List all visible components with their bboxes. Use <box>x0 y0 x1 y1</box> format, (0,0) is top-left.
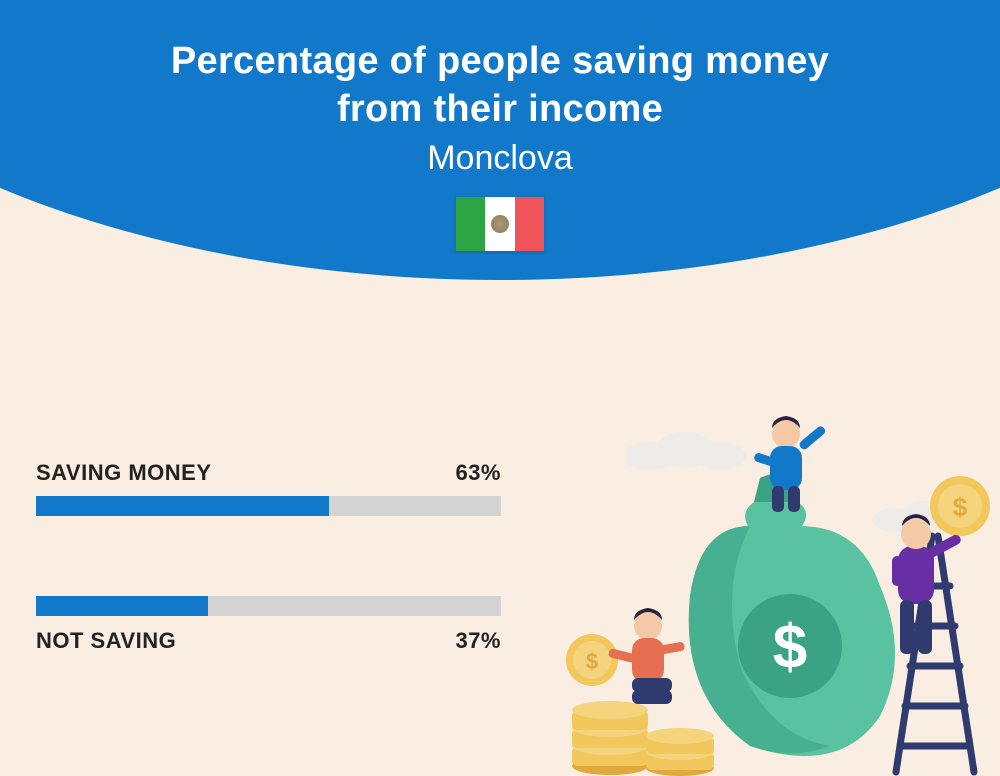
bar-chart: SAVING MONEY 63% NOT SAVING 37% <box>36 460 501 734</box>
header: Percentage of people saving money from t… <box>0 38 1000 252</box>
bar-value: 63% <box>455 460 501 486</box>
coin-stack-icon <box>646 728 714 776</box>
bar-value: 37% <box>455 628 501 654</box>
bar-label: NOT SAVING <box>36 628 176 654</box>
savings-illustration: $ $ $ <box>540 416 1000 776</box>
svg-text:$: $ <box>773 613 807 682</box>
svg-text:$: $ <box>586 649 598 674</box>
bar-header: SAVING MONEY 63% <box>36 460 501 486</box>
bar-track <box>36 596 501 616</box>
bar-track <box>36 496 501 516</box>
flag-emblem-icon <box>491 215 509 233</box>
main-title: Percentage of people saving money from t… <box>0 38 1000 133</box>
bar-fill <box>36 596 208 616</box>
bar-saving-money: SAVING MONEY 63% <box>36 460 501 516</box>
bar-header: NOT SAVING 37% <box>36 628 501 654</box>
flag-stripe-left <box>456 197 485 251</box>
person-sitting-icon: $ <box>566 608 685 704</box>
bar-label: SAVING MONEY <box>36 460 212 486</box>
flag-stripe-right <box>515 197 544 251</box>
svg-text:$: $ <box>953 492 968 522</box>
bar-not-saving: NOT SAVING 37% <box>36 596 501 654</box>
title-line-2: from their income <box>337 88 663 130</box>
flag-stripe-center <box>485 197 514 251</box>
money-bag-icon: $ <box>689 474 895 756</box>
subtitle-city: Monclova <box>0 139 1000 178</box>
bar-fill <box>36 496 329 516</box>
coin-stack-icon <box>572 701 648 775</box>
title-line-1: Percentage of people saving money <box>171 40 829 82</box>
mexico-flag-icon <box>455 196 545 252</box>
